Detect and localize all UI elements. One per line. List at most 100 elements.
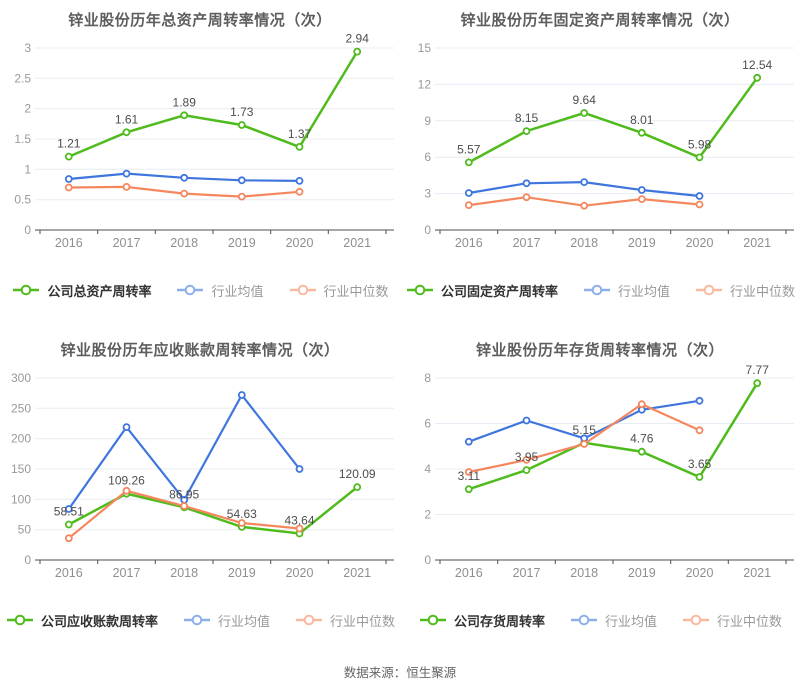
svg-text:3.65: 3.65	[688, 457, 712, 471]
svg-text:50: 50	[18, 523, 32, 537]
svg-text:2019: 2019	[228, 236, 256, 250]
svg-text:120.09: 120.09	[339, 467, 376, 481]
svg-text:3: 3	[24, 41, 31, 55]
legend-label: 行业均值	[211, 283, 264, 299]
svg-text:1.37: 1.37	[288, 127, 312, 141]
svg-text:2.5: 2.5	[14, 71, 31, 85]
chart-title: 锌业股份历年应收账款周转率情况（次）	[60, 342, 340, 359]
svg-text:250: 250	[11, 401, 31, 415]
svg-text:2021: 2021	[743, 566, 771, 580]
chart-panel-inventory-turnover: 锌业股份历年存货周转率情况（次） 0 2 4 6 8 2016 2017 2018 2019 20…	[400, 330, 800, 660]
svg-text:300: 300	[11, 371, 31, 385]
legend-label: 行业均值	[217, 613, 270, 629]
footer: 数据来源：恒生聚源	[0, 660, 800, 689]
line-marker-icon	[683, 614, 709, 626]
svg-text:4: 4	[424, 462, 431, 476]
legend-item-industry-median[interactable]: 行业中位数	[694, 281, 795, 300]
svg-text:2021: 2021	[343, 236, 371, 250]
legend-item-company-fixed-asset-turnover[interactable]: 公司固定资产周转率	[405, 281, 558, 300]
legend-label: 公司应收账款周转率	[40, 613, 158, 629]
svg-text:3.11: 3.11	[458, 469, 481, 483]
legend-item-industry-median[interactable]: 行业中位数	[288, 281, 389, 300]
svg-text:8.01: 8.01	[630, 113, 654, 127]
svg-text:1: 1	[24, 162, 31, 176]
svg-text:2018: 2018	[170, 566, 198, 580]
legend-item-industry-mean[interactable]: 行业均值	[175, 281, 264, 300]
svg-text:2018: 2018	[170, 236, 198, 250]
legend-item-industry-mean[interactable]: 行业均值	[182, 611, 270, 630]
svg-text:5.57: 5.57	[457, 142, 481, 156]
svg-text:0.5: 0.5	[14, 193, 31, 207]
svg-text:12.54: 12.54	[742, 58, 772, 72]
svg-text:0: 0	[24, 553, 31, 567]
svg-text:9: 9	[424, 114, 431, 128]
svg-text:2021: 2021	[743, 236, 771, 250]
svg-text:4.76: 4.76	[630, 432, 654, 446]
svg-text:54.63: 54.63	[227, 507, 257, 521]
chart-legend: 公司总资产周转率 行业均值 行业中位数	[0, 280, 400, 300]
svg-text:2020: 2020	[286, 236, 314, 250]
svg-text:3.95: 3.95	[515, 450, 539, 464]
chart-title: 锌业股份历年总资产周转率情况（次）	[68, 12, 332, 29]
legend-label: 公司固定资产周转率	[440, 283, 558, 299]
line-marker-icon	[583, 284, 610, 296]
svg-text:2016: 2016	[455, 566, 483, 580]
svg-text:1.61: 1.61	[115, 112, 139, 126]
chart-legend: 公司应收账款周转率 行业均值 行业中位数	[0, 610, 400, 630]
chart-legend: 公司固定资产周转率 行业均值 行业中位数	[400, 280, 800, 300]
legend-label: 行业中位数	[717, 613, 783, 629]
line-marker-icon	[13, 284, 40, 296]
svg-text:15: 15	[418, 41, 432, 55]
svg-text:58.51: 58.51	[54, 505, 84, 519]
line-marker-icon	[696, 284, 722, 296]
svg-text:2018: 2018	[570, 236, 598, 250]
svg-text:3: 3	[424, 187, 431, 201]
svg-text:0: 0	[424, 553, 431, 567]
legend-item-industry-median[interactable]: 行业中位数	[681, 611, 782, 630]
svg-text:2017: 2017	[113, 566, 141, 580]
svg-text:150: 150	[11, 462, 31, 476]
svg-text:12: 12	[418, 77, 432, 91]
svg-text:8.15: 8.15	[515, 111, 539, 125]
legend-item-industry-median[interactable]: 行业中位数	[294, 611, 395, 630]
line-marker-icon	[177, 284, 204, 296]
svg-text:2: 2	[424, 508, 431, 522]
legend-item-industry-mean[interactable]: 行业均值	[582, 281, 670, 300]
svg-text:2019: 2019	[228, 566, 256, 580]
svg-text:109.26: 109.26	[108, 474, 145, 488]
svg-text:1.89: 1.89	[173, 95, 197, 109]
legend-item-company-receivables-turnover[interactable]: 公司应收账款周转率	[5, 611, 158, 630]
svg-text:5.15: 5.15	[573, 423, 597, 437]
line-marker-icon	[6, 614, 33, 626]
svg-text:6: 6	[424, 150, 431, 164]
legend-label: 公司存货周转率	[453, 613, 545, 629]
svg-text:1.5: 1.5	[14, 132, 31, 146]
svg-text:8: 8	[424, 371, 431, 385]
svg-text:1.73: 1.73	[230, 105, 254, 119]
legend-label: 行业均值	[604, 613, 657, 629]
chart-title: 锌业股份历年固定资产周转率情况（次）	[460, 12, 740, 29]
chart-title: 锌业股份历年存货周转率情况（次）	[475, 342, 724, 359]
legend-item-company-total-asset-turnover[interactable]: 公司总资产周转率	[11, 281, 151, 300]
total-asset-turnover-line-chart: 0 0.5 1 1.5 2 2.5 3 2016 2017 2018 2019 2020 2021 1.2…	[14, 32, 394, 250]
legend-label: 行业中位数	[323, 283, 389, 299]
legend-label: 公司总资产周转率	[47, 283, 152, 299]
svg-text:2016: 2016	[455, 236, 483, 250]
svg-text:86.95: 86.95	[169, 487, 199, 501]
svg-text:200: 200	[11, 432, 31, 446]
chart-legend: 公司存货周转率 行业均值 行业中位数	[400, 610, 800, 630]
legend-item-industry-mean[interactable]: 行业均值	[569, 611, 657, 630]
svg-text:2020: 2020	[686, 236, 714, 250]
svg-text:2017: 2017	[513, 236, 541, 250]
chart-panel-receivables-turnover: 锌业股份历年应收账款周转率情况（次） 0 50 100 150 200 250 300 201…	[0, 330, 400, 660]
line-marker-icon	[296, 614, 322, 626]
svg-text:6: 6	[424, 417, 431, 431]
legend-item-company-inventory-turnover[interactable]: 公司存货周转率	[418, 611, 545, 630]
svg-text:2020: 2020	[286, 566, 314, 580]
svg-text:2019: 2019	[628, 566, 656, 580]
svg-text:2.94: 2.94	[346, 32, 370, 46]
legend-label: 行业均值	[617, 283, 670, 299]
line-marker-icon	[183, 614, 210, 626]
svg-text:2019: 2019	[628, 236, 656, 250]
svg-text:2016: 2016	[55, 566, 83, 580]
